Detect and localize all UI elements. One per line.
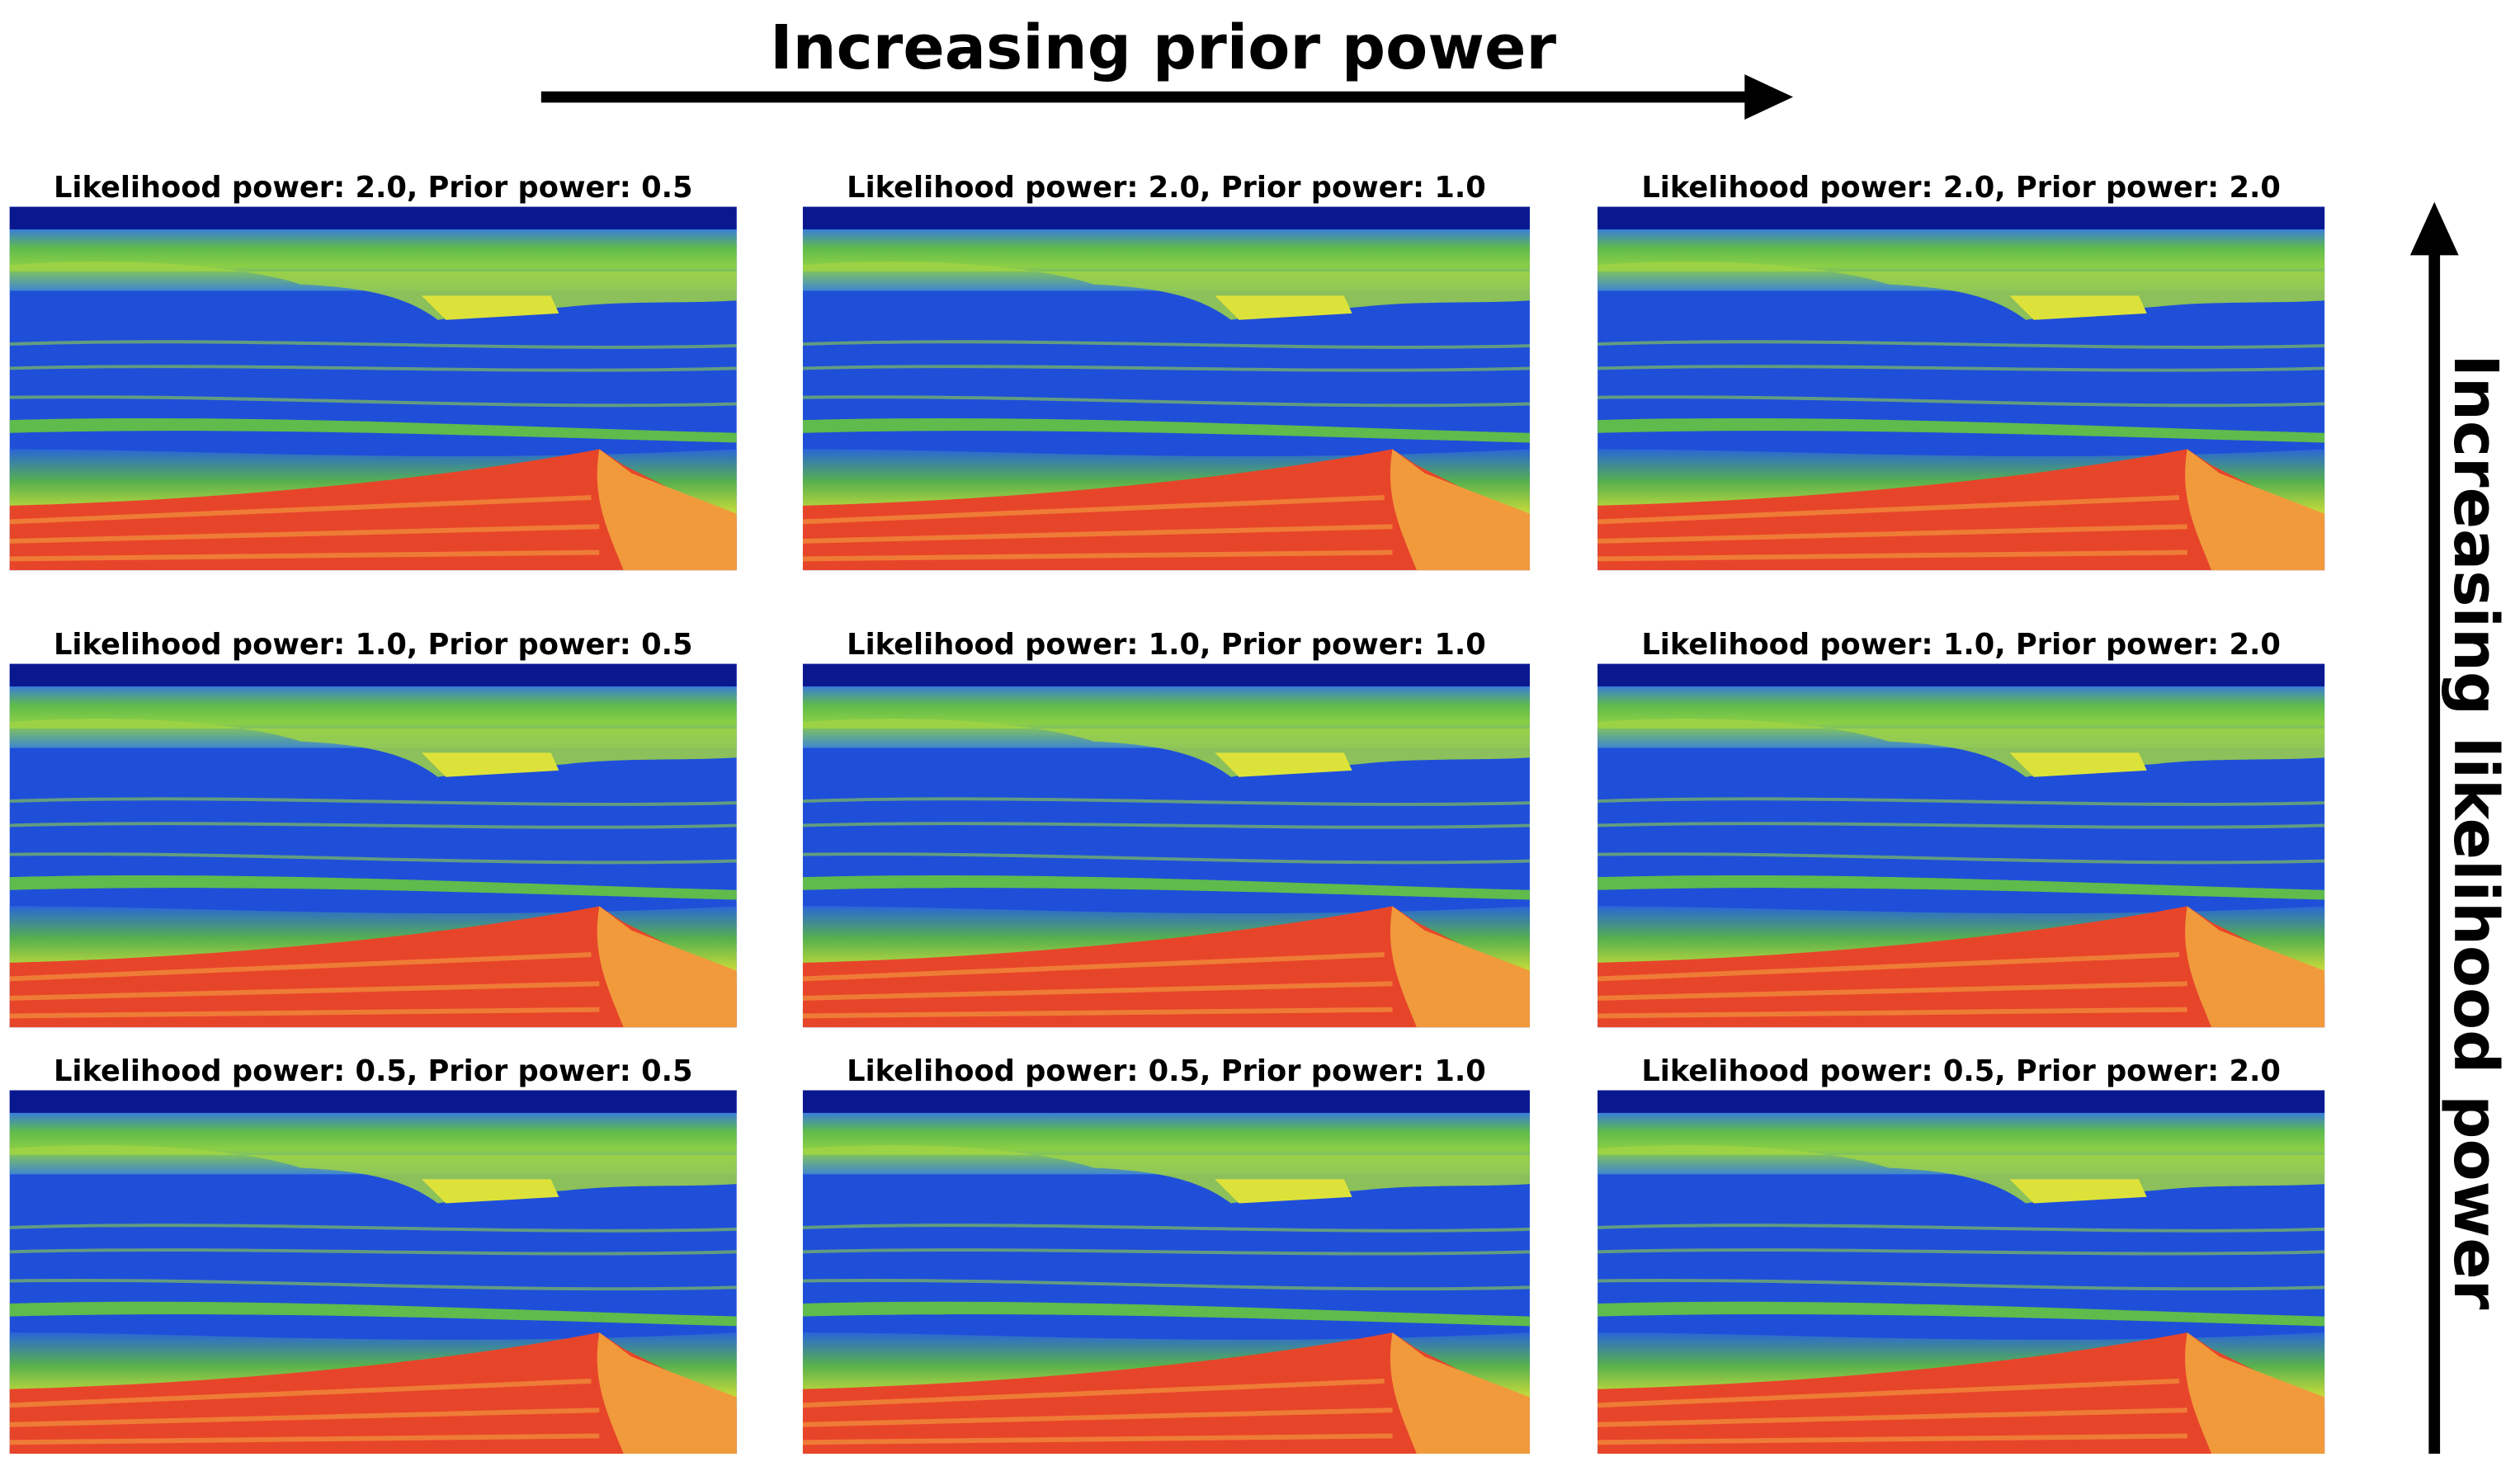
velocity-image [10, 207, 737, 570]
velocity-image [803, 664, 1530, 1027]
panel-title: Likelihood power: 0.5, Prior power: 2.0 [1641, 1054, 2281, 1088]
velocity-image [803, 207, 1530, 570]
panel-title: Likelihood power: 2.0, Prior power: 0.5 [54, 171, 693, 205]
velocity-image [10, 1091, 737, 1454]
velocity-image [10, 664, 737, 1027]
velocity-image [1597, 1091, 2324, 1454]
prior-arrow [540, 74, 1794, 120]
velocity-image [1597, 207, 2324, 570]
velocity-image [803, 1091, 1530, 1454]
panel-title: Likelihood power: 0.5, Prior power: 0.5 [54, 1054, 693, 1088]
panel-title: Likelihood power: 2.0, Prior power: 2.0 [1641, 171, 2281, 205]
panel-title: Likelihood power: 1.0, Prior power: 2.0 [1641, 628, 2281, 662]
header-title: Increasing prior power [770, 12, 1556, 83]
side-label: Increasing likelihood power [2440, 354, 2512, 1310]
panel-grid: Likelihood power: 2.0, Prior power: 0.5 L… [10, 171, 2324, 1454]
panel-title: Likelihood power: 1.0, Prior power: 0.5 [54, 628, 693, 662]
likelihood-arrow [2409, 201, 2459, 1455]
panel-title: Likelihood power: 2.0, Prior power: 1.0 [847, 171, 1486, 205]
panel-title: Likelihood power: 1.0, Prior power: 1.0 [847, 628, 1486, 662]
velocity-image [1597, 664, 2324, 1027]
panel-title: Likelihood power: 0.5, Prior power: 1.0 [847, 1054, 1486, 1088]
